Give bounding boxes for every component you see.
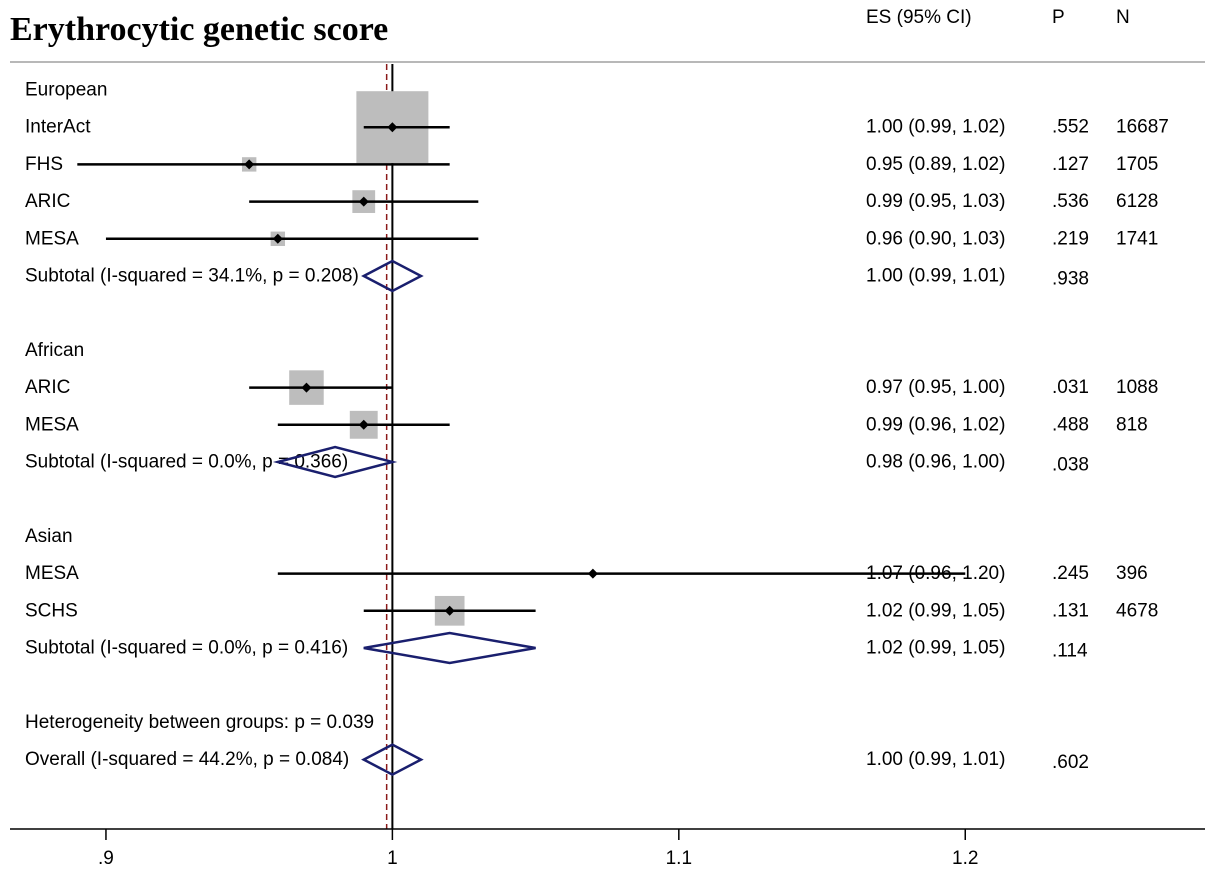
p-value: .536 [1052,191,1089,212]
header-label: European [25,80,107,101]
n-value: 1741 [1116,228,1158,249]
ci-value: 0.99 (0.96, 1.02) [866,414,1005,435]
row-subtotal: Subtotal (I-squared = 34.1%, p = 0.208) 1… [25,259,1089,293]
header-label: Asian [25,526,73,547]
n-value: 6128 [1116,191,1158,212]
row-subtotal: Subtotal (I-squared = 0.0%, p = 0.416) 1.… [25,631,1088,665]
study-label: MESA [25,228,79,249]
header-label: African [25,340,84,361]
pooled-diamond [363,631,536,665]
point-estimate [244,159,255,170]
study-label: ARIC [25,377,70,398]
row-study: SCHS 1.02 (0.99, 1.05) .131 4678 [25,595,1158,626]
n-value: 16687 [1116,117,1169,138]
pooled-diamond [361,743,424,777]
row-header: Heterogeneity between groups: p = 0.039 [25,712,374,733]
p-value: .114 [1052,641,1088,662]
n-value: 818 [1116,414,1148,435]
row-study: ARIC 0.99 (0.95, 1.03) .536 6128 [25,190,1158,213]
row-header: European [25,80,107,101]
p-value: .131 [1052,600,1089,621]
study-label: SCHS [25,600,78,621]
x-tick-label: 1 [387,848,398,869]
p-value: .031 [1052,377,1089,398]
x-tick-label: 1.2 [952,848,978,869]
ci-value: 1.07 (0.96, 1.20) [866,563,1005,584]
row-subtotal: Subtotal (I-squared = 0.0%, p = 0.366) 0.… [25,445,1089,479]
row-study: MESA 1.07 (0.96, 1.20) .245 396 [25,563,1148,584]
ci-value: 0.96 (0.90, 1.03) [866,228,1005,249]
subtotal-label: Subtotal (I-squared = 0.0%, p = 0.366) [25,452,348,473]
chart-title: Erythrocytic genetic score [10,11,389,48]
p-value: .552 [1052,117,1089,138]
row-study: FHS 0.95 (0.89, 1.02) .127 1705 [25,154,1158,175]
column-header-n: N [1116,7,1130,28]
study-label: MESA [25,563,79,584]
pooled-diamond [272,445,398,479]
p-value: .245 [1052,563,1089,584]
header-label: Heterogeneity between groups: p = 0.039 [25,712,374,733]
column-header-p: P [1052,7,1065,28]
ci-value: 0.97 (0.95, 1.00) [866,377,1005,398]
ci-value: 1.00 (0.99, 1.02) [866,117,1005,138]
row-study: MESA 0.96 (0.90, 1.03) .219 1741 [25,228,1158,249]
ci-value: 1.02 (0.99, 1.05) [866,638,1005,659]
n-value: 1088 [1116,377,1158,398]
p-value: .127 [1052,154,1089,175]
n-value: 4678 [1116,600,1158,621]
column-header-es: ES (95% CI) [866,7,972,28]
study-label: ARIC [25,191,70,212]
row-study: MESA 0.99 (0.96, 1.02) .488 818 [25,410,1148,439]
subtotal-label: Subtotal (I-squared = 0.0%, p = 0.416) [25,638,348,659]
p-value: .219 [1052,228,1089,249]
point-estimate [587,568,598,579]
p-value: .488 [1052,414,1089,435]
point-estimate [387,122,398,133]
row-subtotal: Overall (I-squared = 44.2%, p = 0.084) 1.… [25,743,1089,777]
ci-value: 0.95 (0.89, 1.02) [866,154,1005,175]
subtotal-label: Overall (I-squared = 44.2%, p = 0.084) [25,749,349,770]
n-value: 396 [1116,563,1148,584]
subtotal-label: Subtotal (I-squared = 34.1%, p = 0.208) [25,266,359,287]
point-estimate [301,382,312,393]
point-estimate [444,605,455,616]
p-value: .038 [1052,455,1089,476]
x-tick-label: 1.1 [666,848,692,869]
study-label: FHS [25,154,63,175]
ci-value: 1.02 (0.99, 1.05) [866,600,1005,621]
n-value: 1705 [1116,154,1158,175]
row-header: African [25,340,84,361]
row-study: InterAct 1.00 (0.99, 1.02) .552 16687 [25,91,1169,164]
ci-value: 1.00 (0.99, 1.01) [866,266,1005,287]
pooled-diamond [361,259,424,293]
point-estimate [358,196,369,207]
ci-value: 1.00 (0.99, 1.01) [866,749,1005,770]
x-tick-label: .9 [98,848,114,869]
point-estimate [272,233,283,244]
row-study: ARIC 0.97 (0.95, 1.00) .031 1088 [25,370,1158,405]
ci-value: 0.98 (0.96, 1.00) [866,452,1005,473]
ci-value: 0.99 (0.95, 1.03) [866,191,1005,212]
study-label: InterAct [25,117,91,138]
point-estimate [358,419,369,430]
row-header: Asian [25,526,73,547]
study-label: MESA [25,414,79,435]
p-value: .938 [1052,269,1089,290]
p-value: .602 [1052,752,1089,773]
